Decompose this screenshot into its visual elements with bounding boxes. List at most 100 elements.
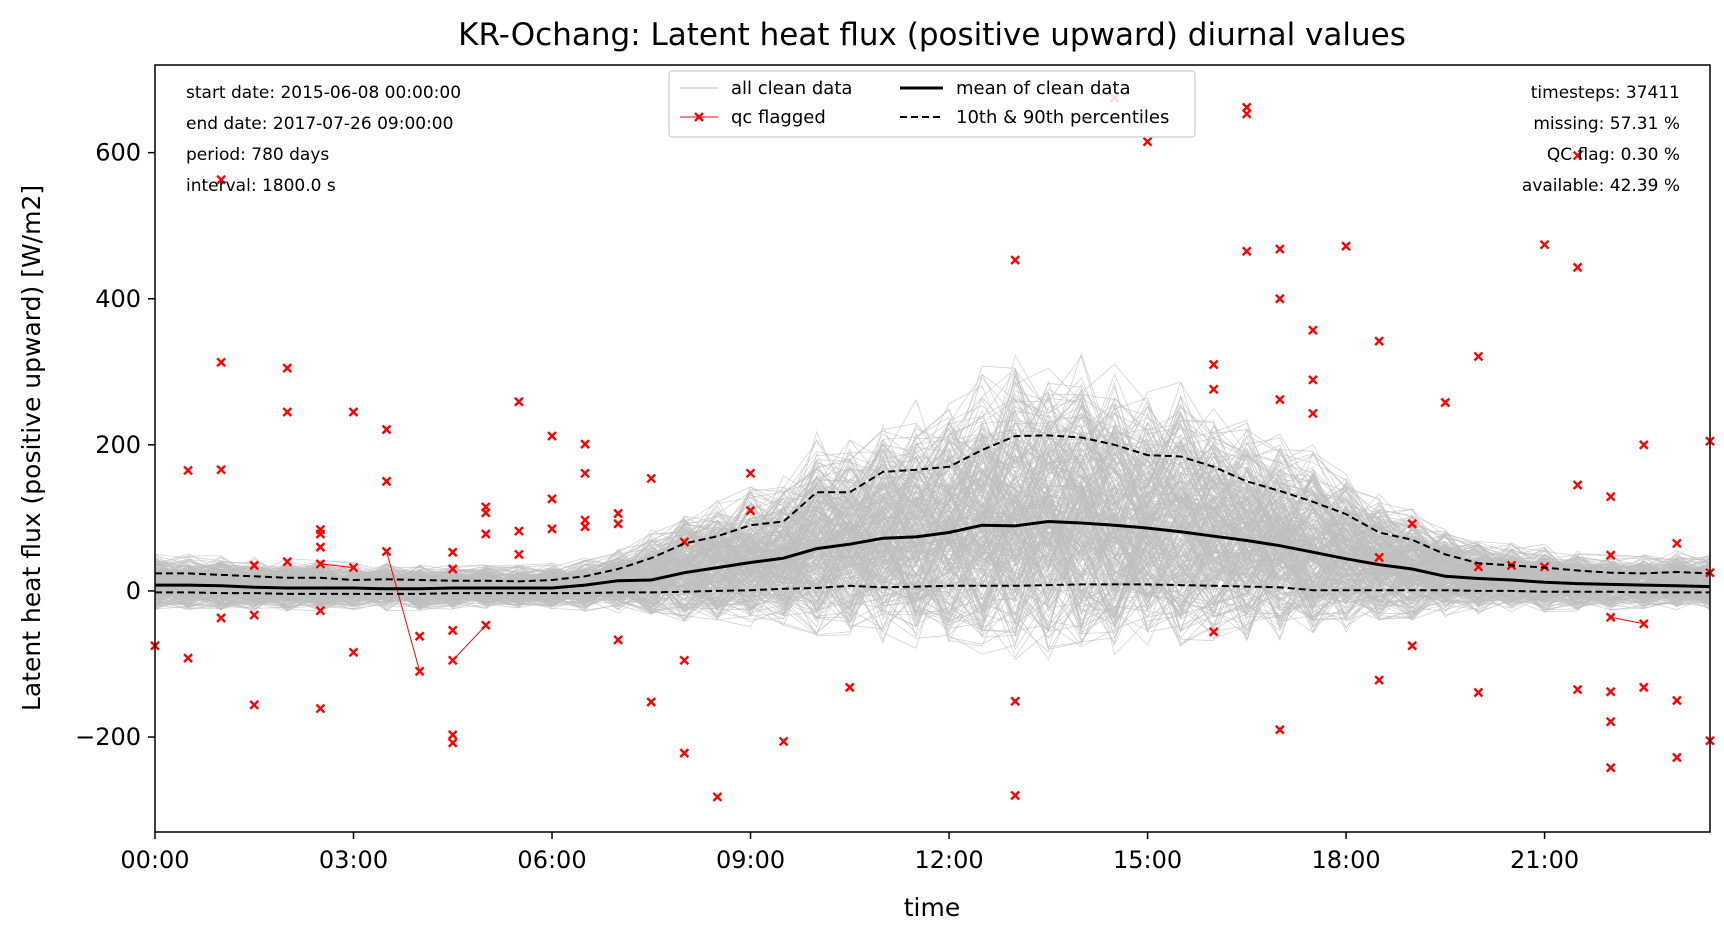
qc-flagged-point bbox=[613, 518, 624, 529]
qc-flagged-point bbox=[381, 424, 392, 435]
qc-flagged-point bbox=[1605, 686, 1616, 697]
y-tick-label: 200 bbox=[95, 431, 141, 459]
clean-data-trace bbox=[154, 502, 1711, 621]
qc-flagged-point bbox=[447, 655, 458, 666]
percentile-10-line bbox=[155, 583, 1710, 595]
x-tick-label: 15:00 bbox=[1113, 846, 1182, 874]
qc-flagged-point bbox=[547, 524, 557, 534]
legend-label-clean: all clean data bbox=[731, 78, 852, 99]
info-missing: missing: 57.31 % bbox=[1533, 114, 1680, 134]
qc-flagged-point bbox=[1572, 684, 1583, 695]
qc-flagged-point bbox=[348, 562, 359, 573]
clean-data-trace bbox=[154, 500, 1711, 633]
x-tick-label: 12:00 bbox=[914, 846, 983, 874]
x-tick-label: 06:00 bbox=[517, 846, 586, 874]
qc-flagged-point bbox=[381, 476, 392, 487]
qc-flagged-point bbox=[1208, 359, 1219, 370]
qc-flagged-point bbox=[580, 439, 590, 449]
plot-frame bbox=[154, 64, 1711, 833]
qc-flagged-point bbox=[580, 468, 590, 479]
qc-flagged-point bbox=[778, 736, 789, 747]
qc-flagged-point bbox=[745, 505, 756, 516]
qc-flagged-point bbox=[1308, 374, 1318, 385]
qc-flagged-point bbox=[745, 468, 756, 479]
qc-flagged-point bbox=[414, 666, 425, 677]
qc-flagged-point bbox=[712, 792, 723, 802]
info-start-date: start date: 2015-06-08 00:00:00 bbox=[186, 83, 461, 103]
info-qc-flag: QC flag: 0.30 % bbox=[1547, 145, 1680, 165]
qc-flagged-point bbox=[613, 635, 624, 645]
qc-flagged-point bbox=[1605, 762, 1616, 773]
x-tick-label: 18:00 bbox=[1311, 846, 1380, 874]
chart-title: KR-Ochang: Latent heat flux (positive up… bbox=[458, 17, 1406, 53]
qc-flagged-point bbox=[679, 748, 690, 758]
qc-flagged-point bbox=[315, 605, 326, 616]
qc-flagged-point bbox=[1341, 241, 1351, 252]
legend-box bbox=[668, 70, 1196, 138]
qc-flagged-point bbox=[1374, 675, 1384, 685]
x-tick-label: 00:00 bbox=[120, 846, 189, 874]
qc-flagged-point bbox=[1142, 136, 1153, 147]
qc-flagged-point bbox=[1275, 724, 1285, 735]
qc-flagged-point bbox=[1638, 682, 1649, 693]
clean-data-trace bbox=[154, 504, 1711, 633]
qc-flagged-point bbox=[216, 464, 227, 475]
info-period: period: 780 days bbox=[186, 145, 329, 165]
qc-flagged-point bbox=[481, 529, 491, 539]
qc-flagged-point bbox=[679, 655, 690, 666]
qc-flagged-point bbox=[1208, 627, 1219, 637]
qc-flagged-point bbox=[1241, 246, 1252, 257]
percentile-90-line bbox=[155, 434, 1711, 583]
qc-flagged-point bbox=[514, 396, 524, 407]
qc-flagged-point bbox=[1374, 552, 1384, 563]
qc-flagged-point bbox=[1539, 239, 1550, 250]
qc-flagged-point bbox=[1572, 262, 1583, 273]
x-axis-label: time bbox=[904, 893, 960, 922]
qc-flagged-point bbox=[1308, 408, 1318, 419]
qc-flagged-link bbox=[452, 624, 487, 661]
clean-data-trace bbox=[154, 397, 1711, 593]
info-available: available: 42.39 % bbox=[1522, 176, 1680, 196]
qc-flagged-point bbox=[315, 703, 326, 714]
qc-flagged-point bbox=[646, 473, 657, 484]
legend-label-mean: mean of clean data bbox=[956, 78, 1131, 99]
info-interval: interval: 1800.0 s bbox=[186, 176, 336, 196]
qc-flagged-point bbox=[1208, 384, 1219, 395]
y-axis: −200 0 200 400 600 bbox=[75, 139, 155, 751]
qc-flagged-point bbox=[249, 610, 260, 620]
qc-flagged-point bbox=[282, 363, 293, 373]
legend-label-flagged: qc flagged bbox=[731, 107, 826, 128]
qc-flagged-point bbox=[547, 431, 557, 441]
qc-flagged-point bbox=[1605, 612, 1616, 623]
qc-flagged-point bbox=[447, 564, 458, 574]
legend: all clean data qc flagged mean of clean … bbox=[668, 70, 1196, 138]
info-end-date: end date: 2017-07-26 09:00:00 bbox=[186, 114, 453, 134]
qc-flagged-link bbox=[386, 551, 421, 672]
qc-flagged-point bbox=[1308, 325, 1318, 336]
qc-flagged-point bbox=[216, 174, 227, 185]
flagged-data-layer bbox=[150, 93, 1715, 802]
qc-flagged-point bbox=[1672, 752, 1682, 763]
clean-data-trace bbox=[154, 431, 1711, 599]
x-axis: 00:00 03:00 06:00 09:00 12:00 15:00 18:00 21:00 bbox=[120, 832, 1579, 874]
qc-flagged-point bbox=[447, 729, 458, 740]
qc-flagged-point bbox=[216, 613, 227, 623]
qc-flagged-point bbox=[1374, 336, 1384, 346]
clean-data-trace bbox=[154, 488, 1711, 611]
qc-flagged-point bbox=[282, 556, 293, 567]
qc-flagged-point bbox=[613, 508, 624, 519]
qc-flagged-point bbox=[844, 682, 855, 693]
qc-flagged-point bbox=[547, 494, 557, 504]
qc-flagged-point bbox=[1572, 480, 1583, 490]
y-tick-label: 600 bbox=[95, 139, 141, 167]
mean-line bbox=[155, 519, 1711, 591]
qc-flagged-point bbox=[1407, 640, 1418, 651]
x-tick-label: 09:00 bbox=[716, 846, 785, 874]
qc-flagged-point bbox=[183, 653, 193, 663]
qc-flagged-point bbox=[1010, 696, 1021, 707]
qc-flagged-point bbox=[447, 547, 458, 558]
info-timesteps: timesteps: 37411 bbox=[1531, 83, 1680, 103]
qc-flagged-point bbox=[1473, 687, 1484, 698]
clean-data-trace bbox=[154, 410, 1711, 596]
qc-flagged-point bbox=[1672, 538, 1682, 549]
